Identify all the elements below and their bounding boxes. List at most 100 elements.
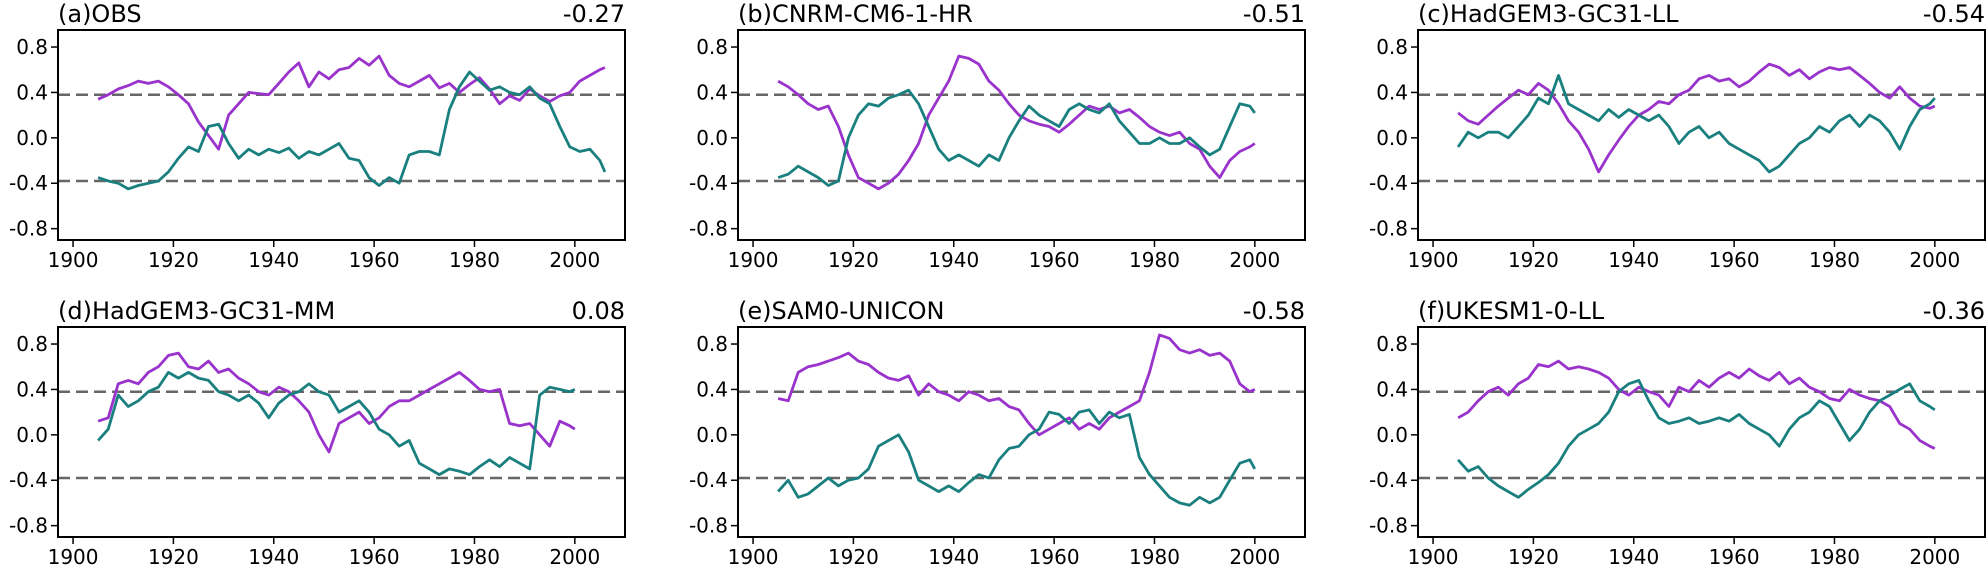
series-line-purple bbox=[777, 54, 1256, 191]
y-tick-label: -0.8 bbox=[9, 217, 48, 241]
x-tick-label: 1920 bbox=[828, 545, 879, 569]
y-tick-label: -0.8 bbox=[689, 514, 728, 538]
series-line-teal bbox=[1457, 378, 1936, 499]
x-tick-label: 1980 bbox=[449, 545, 500, 569]
series-line-purple bbox=[1457, 359, 1936, 450]
series-line-purple bbox=[97, 351, 576, 454]
x-tick-label: 1980 bbox=[1129, 545, 1180, 569]
x-tick-label: 1940 bbox=[248, 545, 299, 569]
x-tick-label: 1940 bbox=[928, 545, 979, 569]
series-line-purple bbox=[777, 333, 1256, 437]
y-tick-label: 0.0 bbox=[1376, 423, 1408, 447]
x-tick-label: 1920 bbox=[148, 248, 199, 272]
series-line-teal bbox=[97, 70, 607, 191]
series-line-teal bbox=[777, 88, 1256, 187]
x-tick-label: 2000 bbox=[1909, 248, 1960, 272]
x-tick-label: 2000 bbox=[549, 248, 600, 272]
x-tick-label: 1920 bbox=[148, 545, 199, 569]
y-tick-label: 0.8 bbox=[1376, 332, 1408, 356]
x-tick-label: 2000 bbox=[1229, 545, 1280, 569]
x-tick-label: 1900 bbox=[728, 248, 779, 272]
panel-e: (e)SAM0-UNICON -0.58 0.8 0.4 0.0 -0.4 -0.81900… bbox=[689, 297, 1306, 569]
panel-title: (e)SAM0-UNICON bbox=[738, 297, 944, 325]
y-tick-label: -0.8 bbox=[9, 514, 48, 538]
x-tick-label: 1920 bbox=[1508, 248, 1559, 272]
x-tick-label: 1900 bbox=[728, 545, 779, 569]
x-tick-label: 2000 bbox=[1909, 545, 1960, 569]
series-line-teal bbox=[1456, 74, 1936, 174]
y-tick-label: -0.4 bbox=[1369, 468, 1408, 492]
axes-frame bbox=[737, 29, 1306, 241]
correlation-label: -0.54 bbox=[1923, 0, 1985, 28]
panel-f: (f)UKESM1-0-LL -0.36 0.8 0.4 0.0 -0.4 -0.81900… bbox=[1369, 297, 1986, 569]
axes-frame bbox=[1417, 29, 1986, 241]
x-tick-label: 1960 bbox=[1709, 248, 1760, 272]
panel-title: (c)HadGEM3-GC31-LL bbox=[1418, 0, 1679, 28]
correlation-label: -0.36 bbox=[1923, 297, 1985, 325]
y-tick-label: -0.4 bbox=[9, 171, 48, 195]
x-tick-label: 1940 bbox=[928, 248, 979, 272]
x-tick-label: 1960 bbox=[349, 545, 400, 569]
y-tick-label: 0.8 bbox=[16, 332, 48, 356]
x-tick-label: 1900 bbox=[48, 248, 99, 272]
x-tick-label: 1920 bbox=[1508, 545, 1559, 569]
panel-b: (b)CNRM-CM6-1-HR -0.510.80.40.0-0.4-0.819… bbox=[689, 0, 1306, 272]
series-line-purple bbox=[97, 54, 606, 151]
y-tick-label: -0.4 bbox=[1369, 171, 1408, 195]
x-tick-label: 1980 bbox=[449, 248, 500, 272]
x-tick-label: 1980 bbox=[1809, 545, 1860, 569]
y-tick-label: -0.4 bbox=[689, 171, 728, 195]
y-tick-label: -0.4 bbox=[689, 468, 728, 492]
x-tick-label: 2000 bbox=[1229, 248, 1280, 272]
panel-title: (b)CNRM-CM6-1-HR bbox=[738, 0, 973, 28]
y-tick-label: 0.0 bbox=[16, 126, 48, 150]
panel-title: (a)OBS bbox=[58, 0, 142, 28]
correlation-label: 0.08 bbox=[572, 297, 625, 325]
x-tick-label: 1980 bbox=[1809, 248, 1860, 272]
y-tick-label: -0.8 bbox=[1369, 217, 1408, 241]
y-tick-label: 0.4 bbox=[1376, 80, 1408, 104]
y-tick-label: 0.0 bbox=[696, 126, 728, 150]
x-tick-label: 1940 bbox=[1608, 248, 1659, 272]
correlation-label: -0.51 bbox=[1243, 0, 1305, 28]
series-line-purple bbox=[1457, 62, 1936, 174]
series-line-teal bbox=[97, 370, 576, 477]
y-tick-label: 0.8 bbox=[16, 35, 48, 59]
y-tick-label: 0.0 bbox=[696, 423, 728, 447]
axes-frame bbox=[737, 326, 1306, 538]
panel-d: (d)HadGEM3-GC31-MM 0.080.80.40.0-0.4-0.81… bbox=[9, 297, 626, 569]
series-line-teal bbox=[777, 408, 1257, 507]
panel-title: (f)UKESM1-0-LL bbox=[1418, 297, 1605, 325]
x-tick-label: 1960 bbox=[1029, 248, 1080, 272]
y-tick-label: 0.4 bbox=[1376, 377, 1408, 401]
x-tick-label: 2000 bbox=[549, 545, 600, 569]
correlation-label: -0.58 bbox=[1243, 297, 1305, 325]
y-tick-label: 0.8 bbox=[1376, 35, 1408, 59]
x-tick-label: 1960 bbox=[1709, 545, 1760, 569]
x-tick-label: 1960 bbox=[1029, 545, 1080, 569]
y-tick-label: -0.8 bbox=[1369, 514, 1408, 538]
x-tick-label: 1940 bbox=[1608, 545, 1659, 569]
y-tick-label: 0.4 bbox=[696, 80, 728, 104]
correlation-label: -0.27 bbox=[563, 0, 625, 28]
y-tick-label: 0.0 bbox=[16, 423, 48, 447]
axes-frame bbox=[57, 29, 626, 241]
panel-c: (c)HadGEM3-GC31-LL -0.54 0.8 0.4 0.0 -0.4 -0.8… bbox=[1369, 0, 1986, 272]
y-tick-label: 0.4 bbox=[16, 377, 48, 401]
axes-frame bbox=[1417, 326, 1986, 538]
y-tick-label: -0.8 bbox=[689, 217, 728, 241]
x-tick-label: 1900 bbox=[1408, 545, 1459, 569]
y-tick-label: 0.8 bbox=[696, 332, 728, 356]
panel-title: (d)HadGEM3-GC31-MM bbox=[58, 297, 335, 325]
y-tick-label: 0.8 bbox=[696, 35, 728, 59]
x-tick-label: 1900 bbox=[1408, 248, 1459, 272]
x-tick-label: 1960 bbox=[349, 248, 400, 272]
axes-frame bbox=[57, 326, 626, 538]
y-tick-label: 0.4 bbox=[16, 80, 48, 104]
y-tick-label: 0.4 bbox=[696, 377, 728, 401]
x-tick-label: 1920 bbox=[828, 248, 879, 272]
x-tick-label: 1980 bbox=[1129, 248, 1180, 272]
